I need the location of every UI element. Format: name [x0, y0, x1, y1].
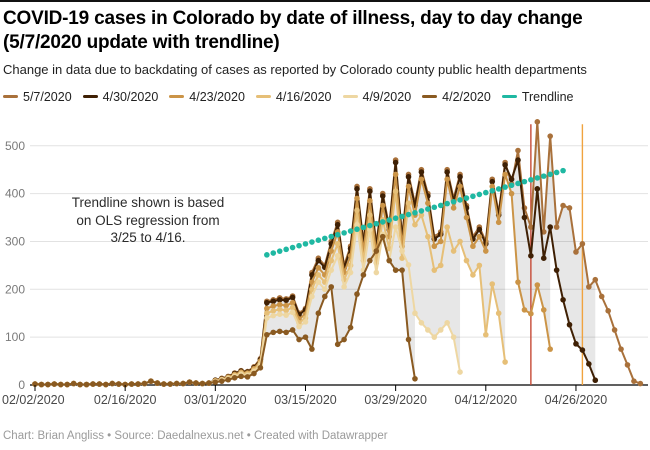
legend-item-4-2-2020: 4/2/2020 [422, 90, 491, 104]
y-axis-label: 200 [5, 282, 25, 296]
trendline-annotation: Trendline shown is based on OLS regressi… [71, 195, 225, 246]
legend-swatch-icon [82, 95, 98, 99]
legend-swatch-icon [3, 95, 18, 99]
x-axis-label: 03/15/2020 [274, 393, 337, 407]
chart-plot: 0 100 200 300 400 500 02/02/2020 02/16/2020 03/0… [2, 119, 648, 407]
attribution-footer: Chart: Brian Angliss • Source: Daedalnex… [3, 430, 388, 442]
x-axis-label: 02/02/2020 [2, 393, 65, 407]
legend-swatch-icon [422, 95, 438, 99]
x-axis-label: 02/16/2020 [94, 393, 157, 407]
legend-swatch-icon [342, 95, 358, 99]
legend-label: 4/30/2020 [102, 90, 159, 104]
y-axis-label: 300 [5, 234, 25, 248]
legend-label: 4/9/2020 [362, 90, 412, 104]
legend-label: 4/2/2020 [442, 90, 491, 104]
plot-area: 0 100 200 300 400 500 02/02/2020 02/16/2020 03/0… [0, 110, 650, 410]
chart-subtitle: Change in data due to backdating of case… [3, 62, 587, 77]
legend-swatch-icon [255, 95, 271, 99]
series-line-4-2-2020 [32, 233, 418, 388]
y-axis-label: 500 [5, 139, 25, 153]
legend-label: Trendline [521, 90, 574, 104]
chart-title: COVID-19 cases in Colorado by date of il… [3, 7, 647, 54]
x-axis: 02/02/2020 02/16/2020 03/01/2020 03/15/2020… [2, 385, 607, 407]
legend-item-5-7-2020: 5/7/2020 [3, 90, 72, 104]
legend-item-4-23-2020: 4/23/2020 [169, 90, 245, 104]
y-axis-label: 100 [5, 330, 25, 344]
legend-item-Trendline: Trendline [501, 90, 574, 104]
legend: 5/7/2020 4/30/2020 4/23/2020 4/16/2020 4/9/2… [3, 90, 647, 104]
legend-item-4-16-2020: 4/16/2020 [255, 90, 332, 104]
chart-title-line2: (5/7/2020 update with trendline) [3, 31, 280, 53]
legend-item-4-9-2020: 4/9/2020 [342, 90, 412, 104]
y-axis-label: 0 [18, 378, 25, 392]
legend-item-4-30-2020: 4/30/2020 [82, 90, 159, 104]
x-axis-label: 04/12/2020 [455, 393, 518, 407]
legend-label: 4/16/2020 [275, 90, 332, 104]
legend-swatch-icon [501, 95, 517, 99]
gridlines: 0 100 200 300 400 500 [5, 139, 648, 392]
x-axis-label: 03/01/2020 [184, 393, 247, 407]
chart-title-line1: COVID-19 cases in Colorado by date of il… [3, 8, 583, 29]
legend-swatch-icon [169, 95, 185, 99]
trendline-dots [264, 167, 566, 258]
y-axis-label: 400 [5, 187, 25, 201]
x-axis-label: 04/26/2020 [545, 393, 608, 407]
x-axis-label: 03/29/2020 [364, 393, 427, 407]
legend-label: 5/7/2020 [23, 90, 72, 104]
legend-label: 4/23/2020 [189, 90, 245, 104]
revision-band [35, 121, 596, 385]
